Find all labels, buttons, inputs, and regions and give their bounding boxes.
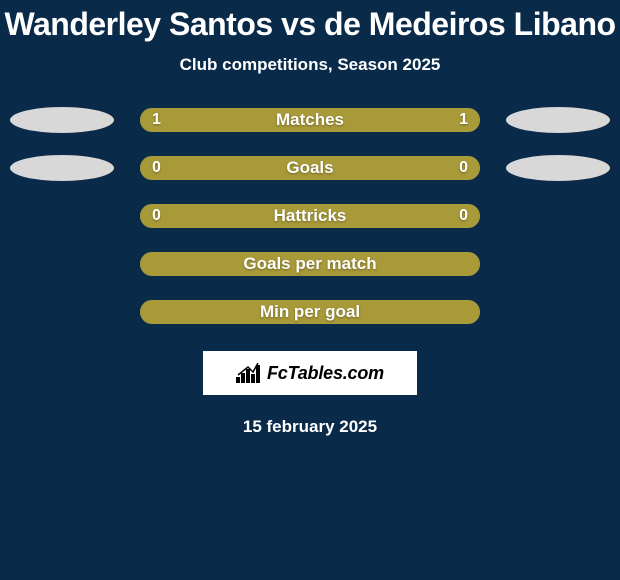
date-text: 15 february 2025 xyxy=(243,417,377,437)
stat-label: Min per goal xyxy=(260,302,360,322)
player-oval-left xyxy=(10,107,114,133)
stat-label: Goals per match xyxy=(243,254,376,274)
comparison-infographic: Wanderley Santos vs de Medeiros Libano C… xyxy=(0,0,620,580)
player-oval-right xyxy=(506,107,610,133)
stat-row: 0 0 Goals xyxy=(0,155,620,181)
stat-row: 1 1 Matches xyxy=(0,107,620,133)
stat-row: Min per goal xyxy=(0,299,620,325)
brand-text: FcTables.com xyxy=(267,363,384,384)
player-oval-right xyxy=(506,155,610,181)
stat-bar: 0 0 Hattricks xyxy=(140,204,480,228)
stat-row: Goals per match xyxy=(0,251,620,277)
brand-badge: FcTables.com xyxy=(203,351,417,395)
stat-bar-fill-left xyxy=(140,156,310,180)
stat-label: Hattricks xyxy=(274,206,347,226)
stat-label: Goals xyxy=(286,158,333,178)
stat-value-left: 1 xyxy=(152,111,161,129)
stat-bar: Goals per match xyxy=(140,252,480,276)
stat-value-right: 0 xyxy=(459,207,468,225)
stat-value-right: 1 xyxy=(459,111,468,129)
stat-bar: 1 1 Matches xyxy=(140,108,480,132)
stat-value-right: 0 xyxy=(459,159,468,177)
player-oval-left xyxy=(10,155,114,181)
stat-value-left: 0 xyxy=(152,159,161,177)
stat-bar: Min per goal xyxy=(140,300,480,324)
chart-icon xyxy=(236,363,262,383)
stats-block: 1 1 Matches 0 0 Goals 0 0 Hattricks Goals per mat… xyxy=(0,107,620,325)
page-title: Wanderley Santos vs de Medeiros Libano xyxy=(4,6,615,43)
stat-bar-fill-right xyxy=(310,156,480,180)
stat-value-left: 0 xyxy=(152,207,161,225)
stat-row: 0 0 Hattricks xyxy=(0,203,620,229)
page-subtitle: Club competitions, Season 2025 xyxy=(180,55,441,75)
stat-label: Matches xyxy=(276,110,344,130)
stat-bar: 0 0 Goals xyxy=(140,156,480,180)
